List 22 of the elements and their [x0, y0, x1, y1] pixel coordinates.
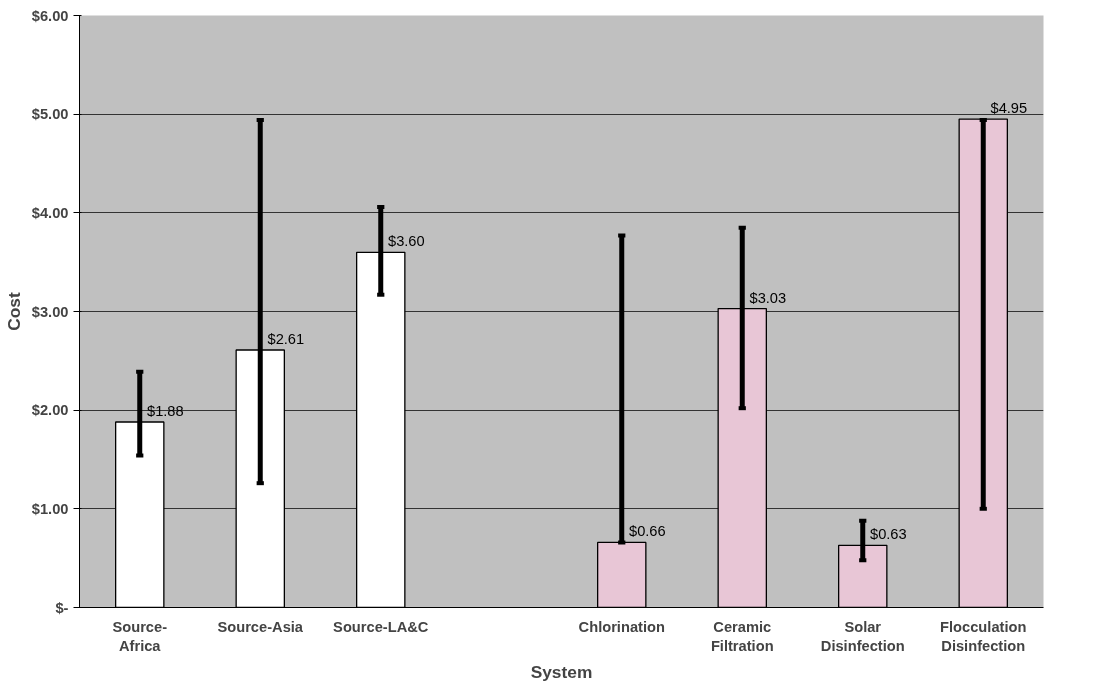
y-tick-label: $1.00	[31, 500, 69, 517]
y-tick-label: $3.00	[31, 303, 69, 320]
data-label: $2.61	[267, 330, 305, 347]
x-tick-label: Ceramic Filtration	[710, 618, 774, 654]
x-tick-label: Flocculation Disinfection	[940, 618, 1027, 654]
x-tick-label: Chlorination	[578, 618, 665, 635]
y-tick-label: $2.00	[31, 402, 69, 419]
data-label: $3.03	[749, 289, 787, 306]
y-axis-title: Cost	[3, 292, 24, 331]
y-tick-label: $6.00	[31, 7, 69, 24]
x-tick-label: Source-Asia	[217, 618, 304, 635]
y-tick-label: $5.00	[31, 106, 69, 123]
data-label: $0.63	[869, 526, 907, 543]
data-label: $0.66	[628, 523, 666, 540]
data-label: $4.95	[990, 100, 1028, 117]
x-tick-label: Source-LA&C	[333, 618, 429, 635]
y-tick-label: $4.00	[31, 204, 69, 221]
x-tick-label: Source-Africa	[112, 618, 168, 654]
x-axis-title: System	[530, 661, 593, 682]
data-label: $3.60	[387, 233, 425, 250]
x-tick-label: Solar Disinfection	[820, 618, 905, 654]
y-tick-label: $-	[55, 599, 69, 616]
